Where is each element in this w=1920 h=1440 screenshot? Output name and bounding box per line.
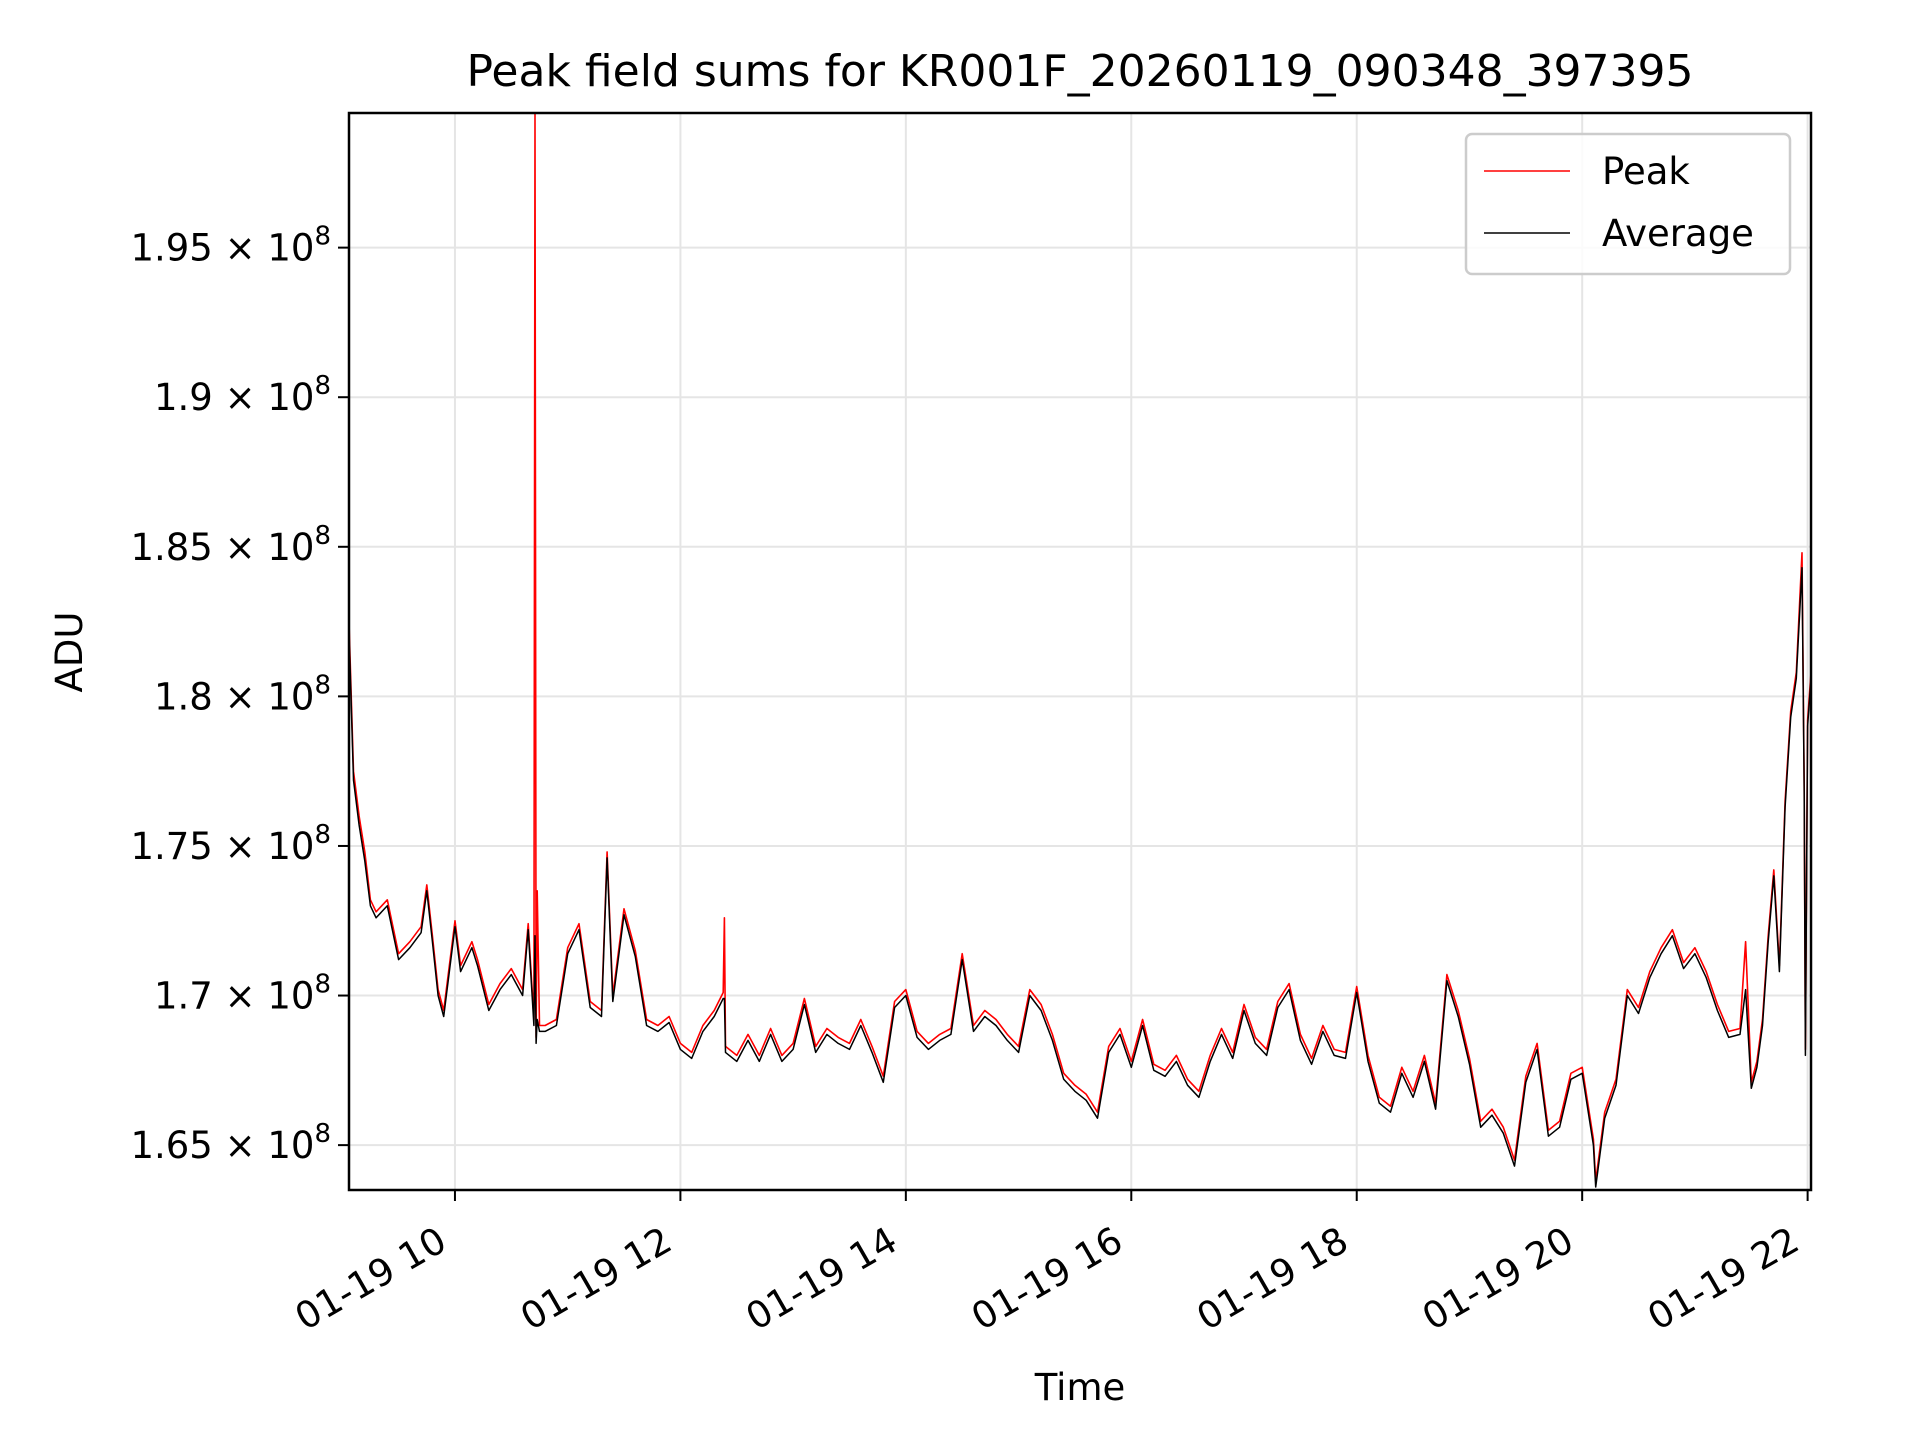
grid-lines [349, 113, 1811, 1190]
y-tick-times: × 10 [213, 526, 315, 569]
y-tick-mantissa: 1.65 [130, 1124, 212, 1167]
legend-box [1464, 132, 1792, 276]
y-tick-label: 1.95 × 108 [130, 222, 331, 270]
y-tick-mantissa: 1.8 [154, 675, 213, 718]
legend: Peak Average [1464, 132, 1792, 276]
series-layer [349, 113, 1811, 1188]
y-tick-mantissa: 1.85 [130, 526, 212, 569]
y-tick-times: × 10 [213, 825, 315, 868]
y-tick-times: × 10 [213, 675, 315, 718]
series-line-average [349, 566, 1811, 1188]
y-tick-exponent: 8 [314, 970, 331, 1000]
y-tick-times: × 10 [213, 227, 315, 270]
y-tick-exponent: 8 [314, 670, 331, 700]
y-axis-label: ADU [48, 612, 91, 693]
y-tick-label: 1.85 × 108 [130, 521, 331, 569]
legend-peak-label: Peak [1602, 150, 1690, 193]
y-tick-times: × 10 [213, 376, 315, 419]
plot-frame [347, 111, 1813, 1192]
y-tick-mantissa: 1.9 [154, 376, 213, 419]
y-tick-label: 1.75 × 108 [130, 820, 331, 868]
y-tick-mantissa: 1.7 [154, 975, 213, 1018]
y-tick-exponent: 8 [314, 820, 331, 850]
y-tick-times: × 10 [213, 975, 315, 1018]
chart-title: Peak field sums for KR001F_20260119_0903… [466, 46, 1693, 97]
y-tick-times: × 10 [213, 1124, 315, 1167]
x-axis-label: Time [1034, 1366, 1126, 1409]
y-tick-exponent: 8 [314, 222, 331, 252]
y-tick-label: 1.7 × 108 [154, 970, 331, 1018]
y-tick-mantissa: 1.75 [130, 825, 212, 868]
y-tick-exponent: 8 [314, 1119, 331, 1149]
y-tick-label: 1.65 × 108 [130, 1119, 331, 1167]
y-tick-exponent: 8 [314, 371, 331, 401]
y-tick-label: 1.8 × 108 [154, 670, 331, 718]
y-tick-mantissa: 1.95 [130, 227, 212, 270]
y-tick-label: 1.9 × 108 [154, 371, 331, 419]
y-tick-exponent: 8 [314, 521, 331, 551]
legend-average-label: Average [1602, 212, 1754, 255]
